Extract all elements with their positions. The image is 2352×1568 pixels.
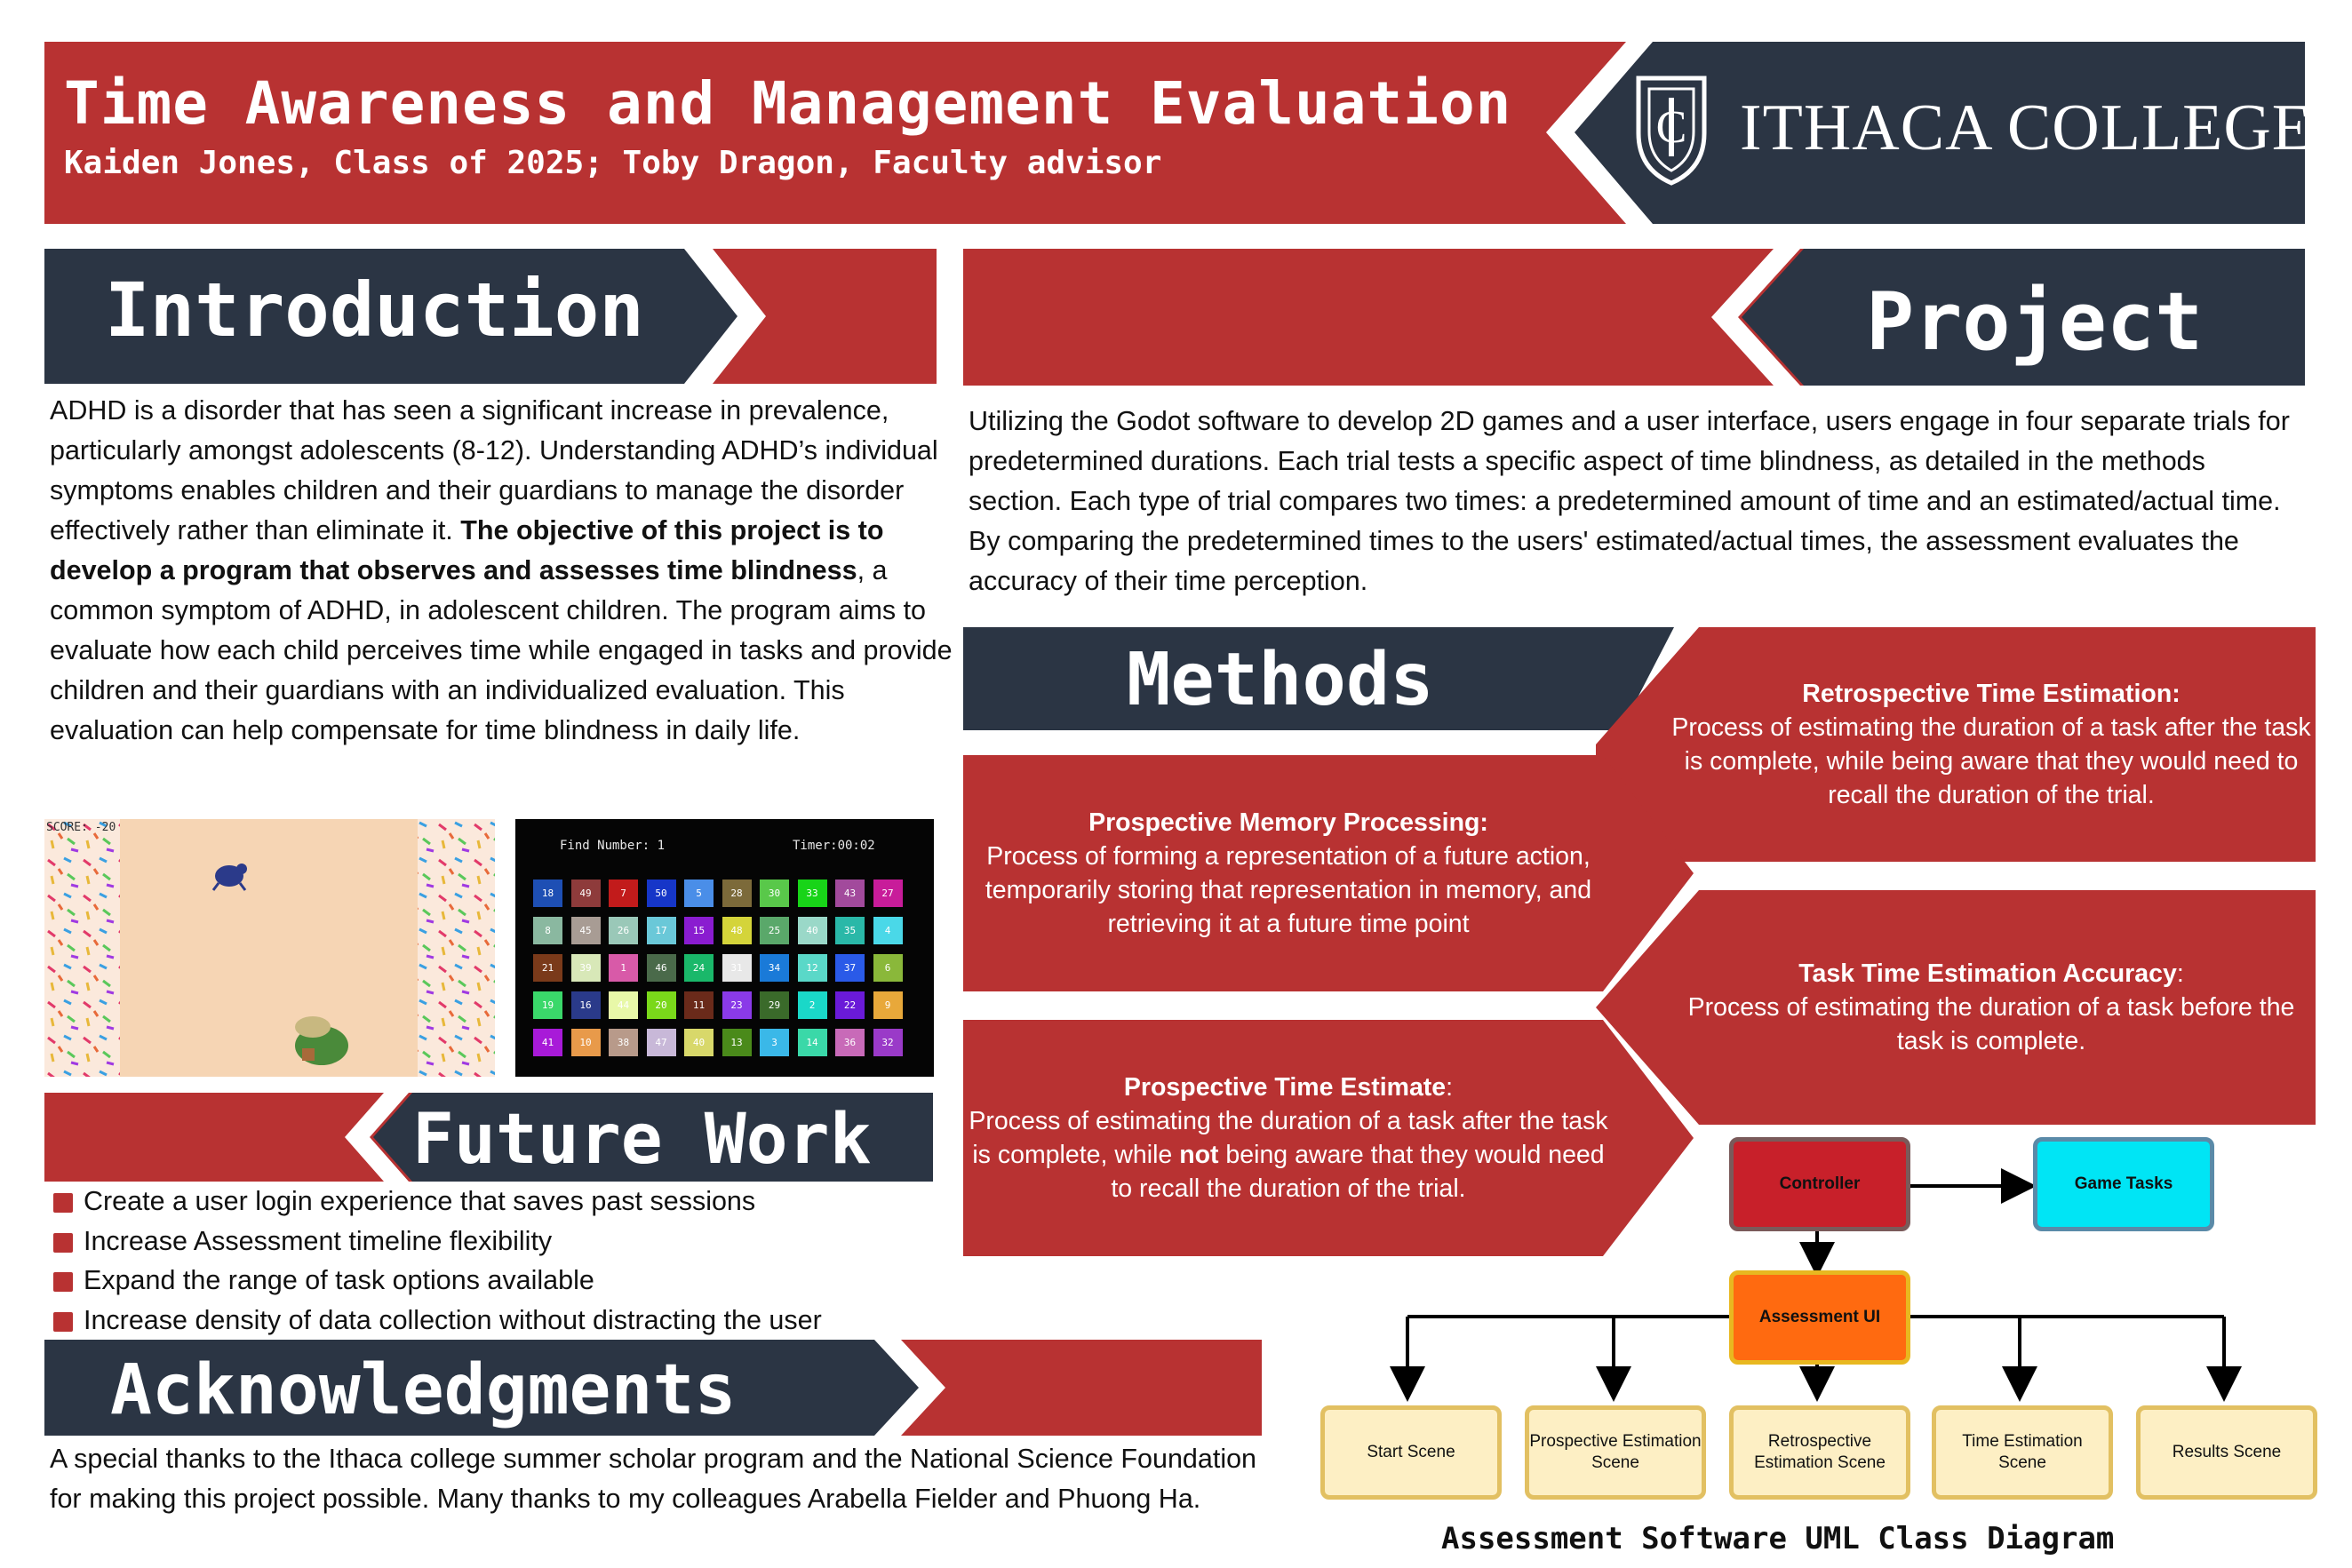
number-tile[interactable]: 50 [647,880,676,907]
number-tile[interactable]: 16 [571,991,601,1019]
number-tile[interactable]: 47 [647,1029,676,1056]
number-tile[interactable]: 28 [722,880,752,907]
ack-heading: Acknowledgments [110,1350,736,1430]
game-screenshot-dodge: SCORE: -20 [44,819,495,1077]
number-tile[interactable]: 4 [873,917,903,944]
number-tile[interactable]: 11 [684,991,714,1019]
number-tile[interactable]: 3 [760,1029,789,1056]
number-tile[interactable]: 6 [873,954,903,982]
number-tile[interactable]: 40 [684,1029,714,1056]
number-tile[interactable]: 40 [798,917,827,944]
methods-heading: Methods [1127,638,1434,722]
number-tile[interactable]: 19 [533,991,562,1019]
intro-text: ADHD is a disorder that has seen a signi… [50,391,953,751]
uml-controller: Controller [1729,1137,1910,1231]
number-tile[interactable]: 20 [647,991,676,1019]
project-text: Utilizing the Godot software to develop … [969,402,2301,601]
uml-game-tasks: Game Tasks [2033,1137,2214,1231]
uml-results-scene: Results Scene [2136,1405,2317,1500]
method-prospective-memory-text: Process of forming a representation of a… [963,840,1614,941]
college-name: ITHACA COLLEGE [1740,91,2313,166]
method-task-time-text: Process of estimating the duration of a … [1667,991,2316,1058]
number-tile[interactable]: 37 [835,954,865,982]
number-tile[interactable]: 44 [609,991,638,1019]
game-score: SCORE: -20 [46,821,116,834]
number-tile[interactable]: 46 [647,954,676,982]
number-tile[interactable]: 7 [609,880,638,907]
method-prospective-estimate-title: Prospective Time Estimate [1124,1073,1446,1102]
number-tile[interactable]: 17 [647,917,676,944]
number-tile[interactable]: 21 [533,954,562,982]
bullet-square-icon [53,1193,73,1213]
number-tile[interactable]: 14 [798,1029,827,1056]
number-tile[interactable]: 41 [533,1029,562,1056]
number-tile[interactable]: 45 [571,917,601,944]
poster-subtitle: Kaiden Jones, Class of 2025; Toby Dragon… [64,145,1161,181]
future-list: Create a user login experience that save… [50,1182,938,1340]
bullet-square-icon [53,1272,73,1292]
number-tile[interactable]: 49 [571,880,601,907]
number-tile[interactable]: 26 [609,917,638,944]
uml-assessment-ui: Assessment UI [1729,1270,1910,1365]
number-tile[interactable]: 2 [798,991,827,1019]
number-tile[interactable]: 27 [873,880,903,907]
college-shield-icon: C [1633,71,1710,187]
number-tile[interactable]: 35 [835,917,865,944]
college-logo: C [1633,71,1710,187]
method-prospective-memory: Prospective Memory Processing: Process o… [963,755,1694,991]
number-tile[interactable]: 38 [609,1029,638,1056]
number-tile[interactable]: 43 [835,880,865,907]
ack-text: A special thanks to the Ithaca college s… [50,1439,1267,1519]
number-tile[interactable]: 12 [798,954,827,982]
number-tile[interactable]: 18 [533,880,562,907]
number-tile[interactable]: 39 [571,954,601,982]
project-heading: Project [1866,275,2203,369]
method-task-time-title: Task Time Estimation Accuracy [1798,959,2177,988]
future-item: Increase density of data collection with… [50,1301,938,1341]
number-tile[interactable]: 36 [835,1029,865,1056]
number-tile[interactable]: 48 [722,917,752,944]
number-tile[interactable]: 33 [798,880,827,907]
number-tile[interactable]: 34 [760,954,789,982]
number-tile[interactable]: 22 [835,991,865,1019]
uml-time-estimation-scene: Time Estimation Scene [1932,1405,2113,1500]
number-tile[interactable]: 15 [684,917,714,944]
find-number-label: Find Number: 1 [560,839,665,853]
timer-label: Timer:00:02 [793,839,875,853]
number-tile[interactable]: 31 [722,954,752,982]
number-tile[interactable]: 1 [609,954,638,982]
method-retrospective-title: Retrospective Time Estimation: [1667,677,2316,711]
number-tile[interactable]: 25 [760,917,789,944]
number-tile[interactable]: 24 [684,954,714,982]
bullet-square-icon [53,1312,73,1332]
method-retrospective-text: Process of estimating the duration of a … [1667,711,2316,812]
uml-start-scene: Start Scene [1320,1405,1502,1500]
number-tile[interactable]: 30 [760,880,789,907]
future-item: Create a user login experience that save… [50,1182,938,1222]
future-item: Expand the range of task options availab… [50,1261,938,1301]
intro-heading: Introduction [105,267,644,354]
future-heading: Future Work [412,1100,872,1180]
bullet-square-icon [53,1233,73,1253]
number-tile[interactable]: 29 [760,991,789,1019]
game-screenshot-number-grid: Find Number: 1 Timer:00:02 18 49 7 50 5 28 30 3… [515,819,934,1077]
method-retrospective: Retrospective Time Estimation: Process o… [1596,627,2316,862]
uml-prospective-scene: Prospective Estimation Scene [1525,1405,1706,1500]
method-task-time: Task Time Estimation Accuracy: Process o… [1596,890,2316,1125]
number-tile[interactable]: 8 [533,917,562,944]
sprinkle-border-icon [44,819,495,1077]
future-item: Increase Assessment timeline flexibility [50,1222,938,1262]
number-tile[interactable]: 10 [571,1029,601,1056]
poster-title: Time Awareness and Management Evaluation [64,69,1511,138]
method-prospective-memory-title: Prospective Memory Processing: [963,806,1614,840]
number-tile[interactable]: 32 [873,1029,903,1056]
number-tile[interactable]: 23 [722,991,752,1019]
uml-caption: Assessment Software UML Class Diagram [1441,1521,2114,1556]
number-tile[interactable]: 13 [722,1029,752,1056]
number-tile[interactable]: 9 [873,991,903,1019]
uml-retrospective-scene: Retrospective Estimation Scene [1729,1405,1910,1500]
number-tile[interactable]: 5 [684,880,714,907]
